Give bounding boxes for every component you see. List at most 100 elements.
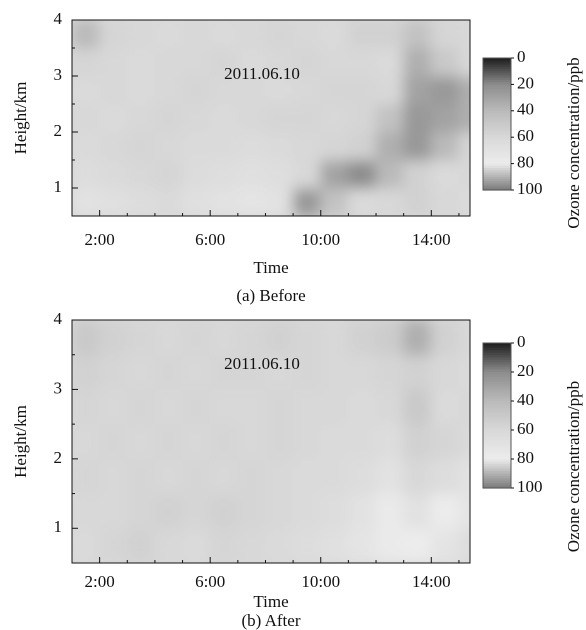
heatmap-cell xyxy=(237,75,266,105)
colorbar-step xyxy=(483,104,511,107)
x-tick-label: 10:00 xyxy=(301,230,340,249)
colorbar-step xyxy=(483,352,511,356)
heatmap-cell xyxy=(126,320,156,356)
heatmap-cell xyxy=(237,493,266,529)
colorbar-step xyxy=(483,88,511,92)
heatmap-cell xyxy=(99,458,128,495)
heatmap-cell xyxy=(72,354,101,390)
colorbar-step xyxy=(483,176,511,180)
heatmap-cell xyxy=(237,103,266,133)
heatmap-cell xyxy=(264,423,294,460)
colorbar-step xyxy=(483,99,511,103)
heatmap-cell xyxy=(320,75,349,105)
heatmap-cell xyxy=(403,320,432,356)
heatmap-cell xyxy=(99,20,128,49)
colorbar-step xyxy=(483,93,511,96)
colorbar-step xyxy=(483,401,511,405)
heatmap-cell xyxy=(154,159,184,189)
heatmap-cell xyxy=(292,354,322,390)
colorbar-step xyxy=(483,91,511,94)
heatmap-cell xyxy=(99,493,128,529)
heatmap-cell xyxy=(99,75,128,105)
colorbar-tick-label: 40 xyxy=(517,390,534,409)
colorbar-step xyxy=(483,187,511,191)
y-tick-label: 3 xyxy=(54,378,63,397)
y-tick-label: 3 xyxy=(54,65,63,84)
heatmap-cell xyxy=(430,103,460,133)
heatmap-cell xyxy=(154,20,184,49)
heatmap-cell xyxy=(292,320,322,356)
colorbar-step xyxy=(483,102,511,105)
heatmap-cell xyxy=(347,493,377,529)
heatmap-cell xyxy=(72,458,101,495)
heatmap-cell xyxy=(458,75,470,105)
heatmap-cell xyxy=(237,320,266,356)
colorbar-step xyxy=(483,172,511,176)
colorbar-step xyxy=(483,420,511,424)
heatmap-cell xyxy=(375,320,405,356)
y-axis-label: Height/km xyxy=(11,405,30,478)
heatmap-cell xyxy=(292,423,322,460)
heatmap-cell xyxy=(209,493,239,529)
heatmap-cell xyxy=(126,75,156,105)
colorbar-step xyxy=(483,347,511,351)
heatmap-cell xyxy=(209,320,239,356)
colorbar-step xyxy=(483,473,511,477)
heatmap-cell xyxy=(403,75,432,105)
colorbar-step xyxy=(483,121,511,125)
plot-frame xyxy=(71,19,471,217)
colorbar-step xyxy=(483,432,511,436)
colorbar-step xyxy=(483,434,511,438)
heatmap-cell xyxy=(403,103,432,133)
heatmap-cell xyxy=(347,458,377,495)
heatmap-area xyxy=(72,320,470,563)
heatmap-cell xyxy=(209,75,239,105)
heatmap-cell xyxy=(320,20,349,49)
x-tick-label: 2:00 xyxy=(85,572,115,591)
heatmap-cell xyxy=(264,493,294,529)
x-axis-label: Time xyxy=(253,592,288,611)
y-tick-label: 2 xyxy=(54,121,63,140)
heatmap-cell xyxy=(182,388,211,425)
heatmap-cell xyxy=(99,388,128,425)
heatmap-cell xyxy=(403,423,432,460)
heatmap-cell xyxy=(126,103,156,133)
colorbar-step xyxy=(483,71,511,74)
heatmap-cell xyxy=(126,423,156,460)
heatmap-cell xyxy=(403,458,432,495)
plot-frame xyxy=(71,319,471,564)
heatmap-cell xyxy=(375,423,405,460)
colorbar-step xyxy=(483,66,511,70)
heatmap-cell xyxy=(347,75,377,105)
heatmap-cell xyxy=(375,388,405,425)
heatmap-cell xyxy=(347,159,377,189)
colorbar-step xyxy=(483,376,511,380)
heatmap-cell xyxy=(292,75,322,105)
heatmap-cell xyxy=(72,423,101,460)
heatmap-cell xyxy=(99,423,128,460)
annotation: 2011.06.10 xyxy=(224,64,300,83)
heatmap-cell xyxy=(430,423,460,460)
heatmap-cell xyxy=(182,527,211,563)
heatmap-cell xyxy=(430,47,460,77)
colorbar-tick-label: 0 xyxy=(517,47,526,66)
colorbar-step xyxy=(483,466,511,470)
heatmap-cell xyxy=(375,187,405,216)
heatmap-cell xyxy=(320,103,349,133)
x-tick-label: 6:00 xyxy=(195,572,225,591)
colorbar-step xyxy=(483,95,511,99)
heatmap-cell xyxy=(182,47,211,77)
heatmap-cell xyxy=(458,527,470,563)
heatmap-cell xyxy=(264,103,294,133)
colorbar-tick-label: 100 xyxy=(517,477,543,496)
colorbar-step xyxy=(483,82,511,85)
colorbar-step xyxy=(483,442,511,446)
colorbar-step xyxy=(483,381,511,385)
colorbar-step xyxy=(483,357,511,361)
heatmap-cell xyxy=(375,527,405,563)
heatmap-cell xyxy=(99,47,128,77)
colorbar-tick-label: 40 xyxy=(517,100,534,119)
x-tick-label: 14:00 xyxy=(412,572,451,591)
heatmap-cell xyxy=(292,47,322,77)
heatmap-area xyxy=(72,20,470,216)
